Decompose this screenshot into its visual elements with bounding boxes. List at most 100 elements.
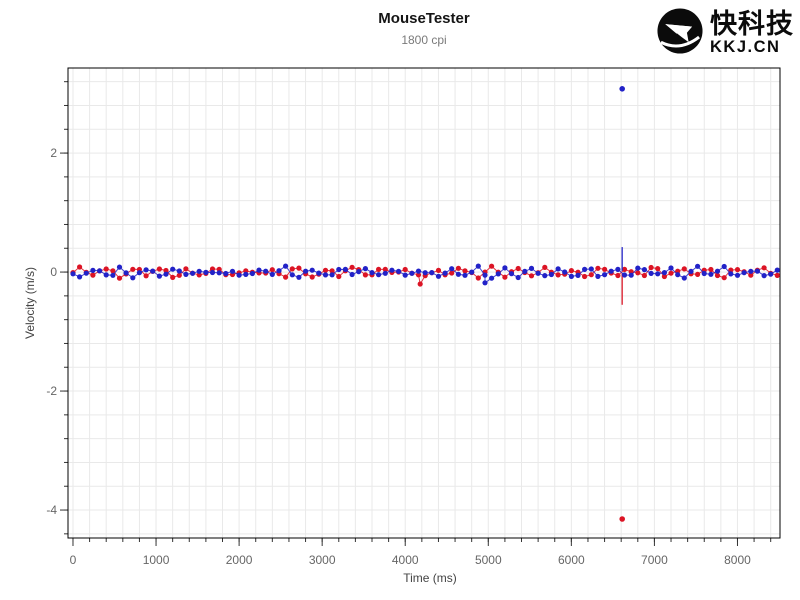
series-red-point bbox=[269, 267, 275, 273]
series-blue-point bbox=[143, 267, 149, 273]
series-red-point bbox=[568, 268, 575, 274]
series-blue-point bbox=[489, 275, 495, 281]
series-red-point bbox=[296, 265, 302, 271]
series-blue-point bbox=[495, 271, 501, 277]
series-blue-point bbox=[701, 270, 707, 277]
series-red-point bbox=[415, 272, 422, 278]
series-blue-point bbox=[263, 268, 269, 274]
series-blue-point bbox=[655, 271, 661, 277]
series-blue-point bbox=[734, 272, 741, 278]
series-blue-point bbox=[648, 270, 654, 276]
series-red-point bbox=[774, 272, 780, 278]
series-red-point bbox=[77, 264, 83, 270]
series-blue-point bbox=[595, 273, 601, 279]
series-blue-outlier-point bbox=[619, 86, 625, 92]
series-blue-point bbox=[362, 266, 368, 272]
series-blue-point bbox=[475, 263, 481, 269]
series-blue-point bbox=[535, 270, 541, 276]
series-blue-point bbox=[216, 270, 222, 276]
series-red-point bbox=[602, 266, 608, 272]
series-blue-point bbox=[289, 272, 295, 278]
series-blue-point bbox=[588, 266, 594, 272]
series-red-point bbox=[528, 273, 535, 279]
series-red-point bbox=[489, 263, 495, 269]
series-blue-point bbox=[455, 271, 461, 277]
series-red-point bbox=[595, 265, 601, 271]
series-red-point bbox=[668, 270, 674, 276]
series-blue-point bbox=[582, 266, 588, 272]
series-blue-point bbox=[688, 268, 694, 274]
series-blue-point bbox=[236, 272, 242, 278]
x-axis-title: Time (ms) bbox=[403, 571, 457, 585]
series-red-point bbox=[289, 266, 295, 272]
series-blue-point bbox=[83, 270, 89, 276]
series-red-point bbox=[761, 265, 767, 271]
series-red-point bbox=[110, 268, 116, 274]
series-red-point bbox=[615, 272, 621, 279]
series-red-point bbox=[728, 267, 734, 273]
series-blue-point bbox=[196, 268, 202, 274]
series-red-point bbox=[714, 272, 721, 279]
series-blue-point bbox=[190, 270, 196, 276]
series-blue-point bbox=[542, 273, 548, 279]
series-red-point bbox=[163, 267, 169, 274]
series-red-point bbox=[695, 271, 701, 277]
series-blue-point bbox=[336, 266, 342, 273]
series-blue-point bbox=[243, 271, 249, 277]
series-blue-point bbox=[661, 270, 668, 276]
series-blue-point bbox=[415, 268, 422, 274]
series-blue-point bbox=[223, 270, 229, 277]
chart-subtitle: 1800 cpi bbox=[401, 33, 447, 47]
series-red-point bbox=[681, 266, 687, 272]
series-red-point bbox=[721, 275, 727, 281]
series-blue-point bbox=[708, 271, 714, 277]
series-blue-point bbox=[675, 272, 681, 278]
series-blue-point bbox=[741, 270, 747, 276]
y-axis-tick-label: 0 bbox=[50, 265, 57, 279]
series-blue-point bbox=[150, 268, 156, 274]
series-blue-point bbox=[628, 272, 634, 278]
series-blue-point bbox=[508, 271, 515, 277]
series-blue-point bbox=[562, 269, 568, 275]
kkj-logo: 快科技 KKJ.CN bbox=[654, 5, 794, 62]
series-blue-point bbox=[316, 270, 322, 276]
series-red-point bbox=[748, 272, 754, 278]
series-blue-point bbox=[303, 268, 309, 274]
series-red-point bbox=[455, 265, 461, 271]
series-blue-point bbox=[695, 263, 701, 269]
series-blue-point bbox=[615, 266, 621, 272]
series-blue-point bbox=[714, 268, 721, 274]
series-blue-point bbox=[641, 267, 648, 273]
series-red-point bbox=[661, 273, 668, 280]
series-blue-point bbox=[502, 265, 508, 271]
series-blue-point bbox=[110, 272, 116, 278]
series-red-point bbox=[555, 272, 561, 278]
y-axis-tick-label: -4 bbox=[46, 503, 57, 517]
series-blue-point bbox=[515, 274, 521, 281]
series-blue-point bbox=[721, 263, 727, 270]
series-blue-point bbox=[309, 267, 315, 273]
y-axis-title: Velocity (m/s) bbox=[23, 267, 37, 339]
series-blue-point bbox=[449, 266, 455, 272]
series-red-point bbox=[502, 274, 508, 280]
series-red-point bbox=[196, 272, 202, 278]
series-red-point bbox=[382, 266, 388, 272]
x-axis-tick-label: 7000 bbox=[641, 553, 668, 567]
series-blue-point bbox=[283, 263, 289, 269]
series-blue-point bbox=[176, 268, 182, 274]
series-blue-point bbox=[163, 271, 169, 277]
series-red-point bbox=[515, 265, 521, 272]
series-blue-point bbox=[369, 270, 375, 276]
series-blue-point bbox=[482, 280, 488, 286]
y-axis-tick-label: -2 bbox=[46, 384, 57, 398]
series-red-point bbox=[641, 272, 648, 279]
series-blue-point bbox=[555, 266, 561, 272]
series-blue-point bbox=[422, 270, 428, 276]
series-blue-point bbox=[209, 269, 216, 276]
series-blue-point bbox=[256, 267, 262, 273]
series-red-point bbox=[90, 272, 96, 278]
series-blue-point bbox=[761, 273, 767, 279]
series-blue-point bbox=[608, 268, 614, 274]
series-blue-point bbox=[229, 268, 236, 274]
series-red-point bbox=[655, 266, 661, 272]
